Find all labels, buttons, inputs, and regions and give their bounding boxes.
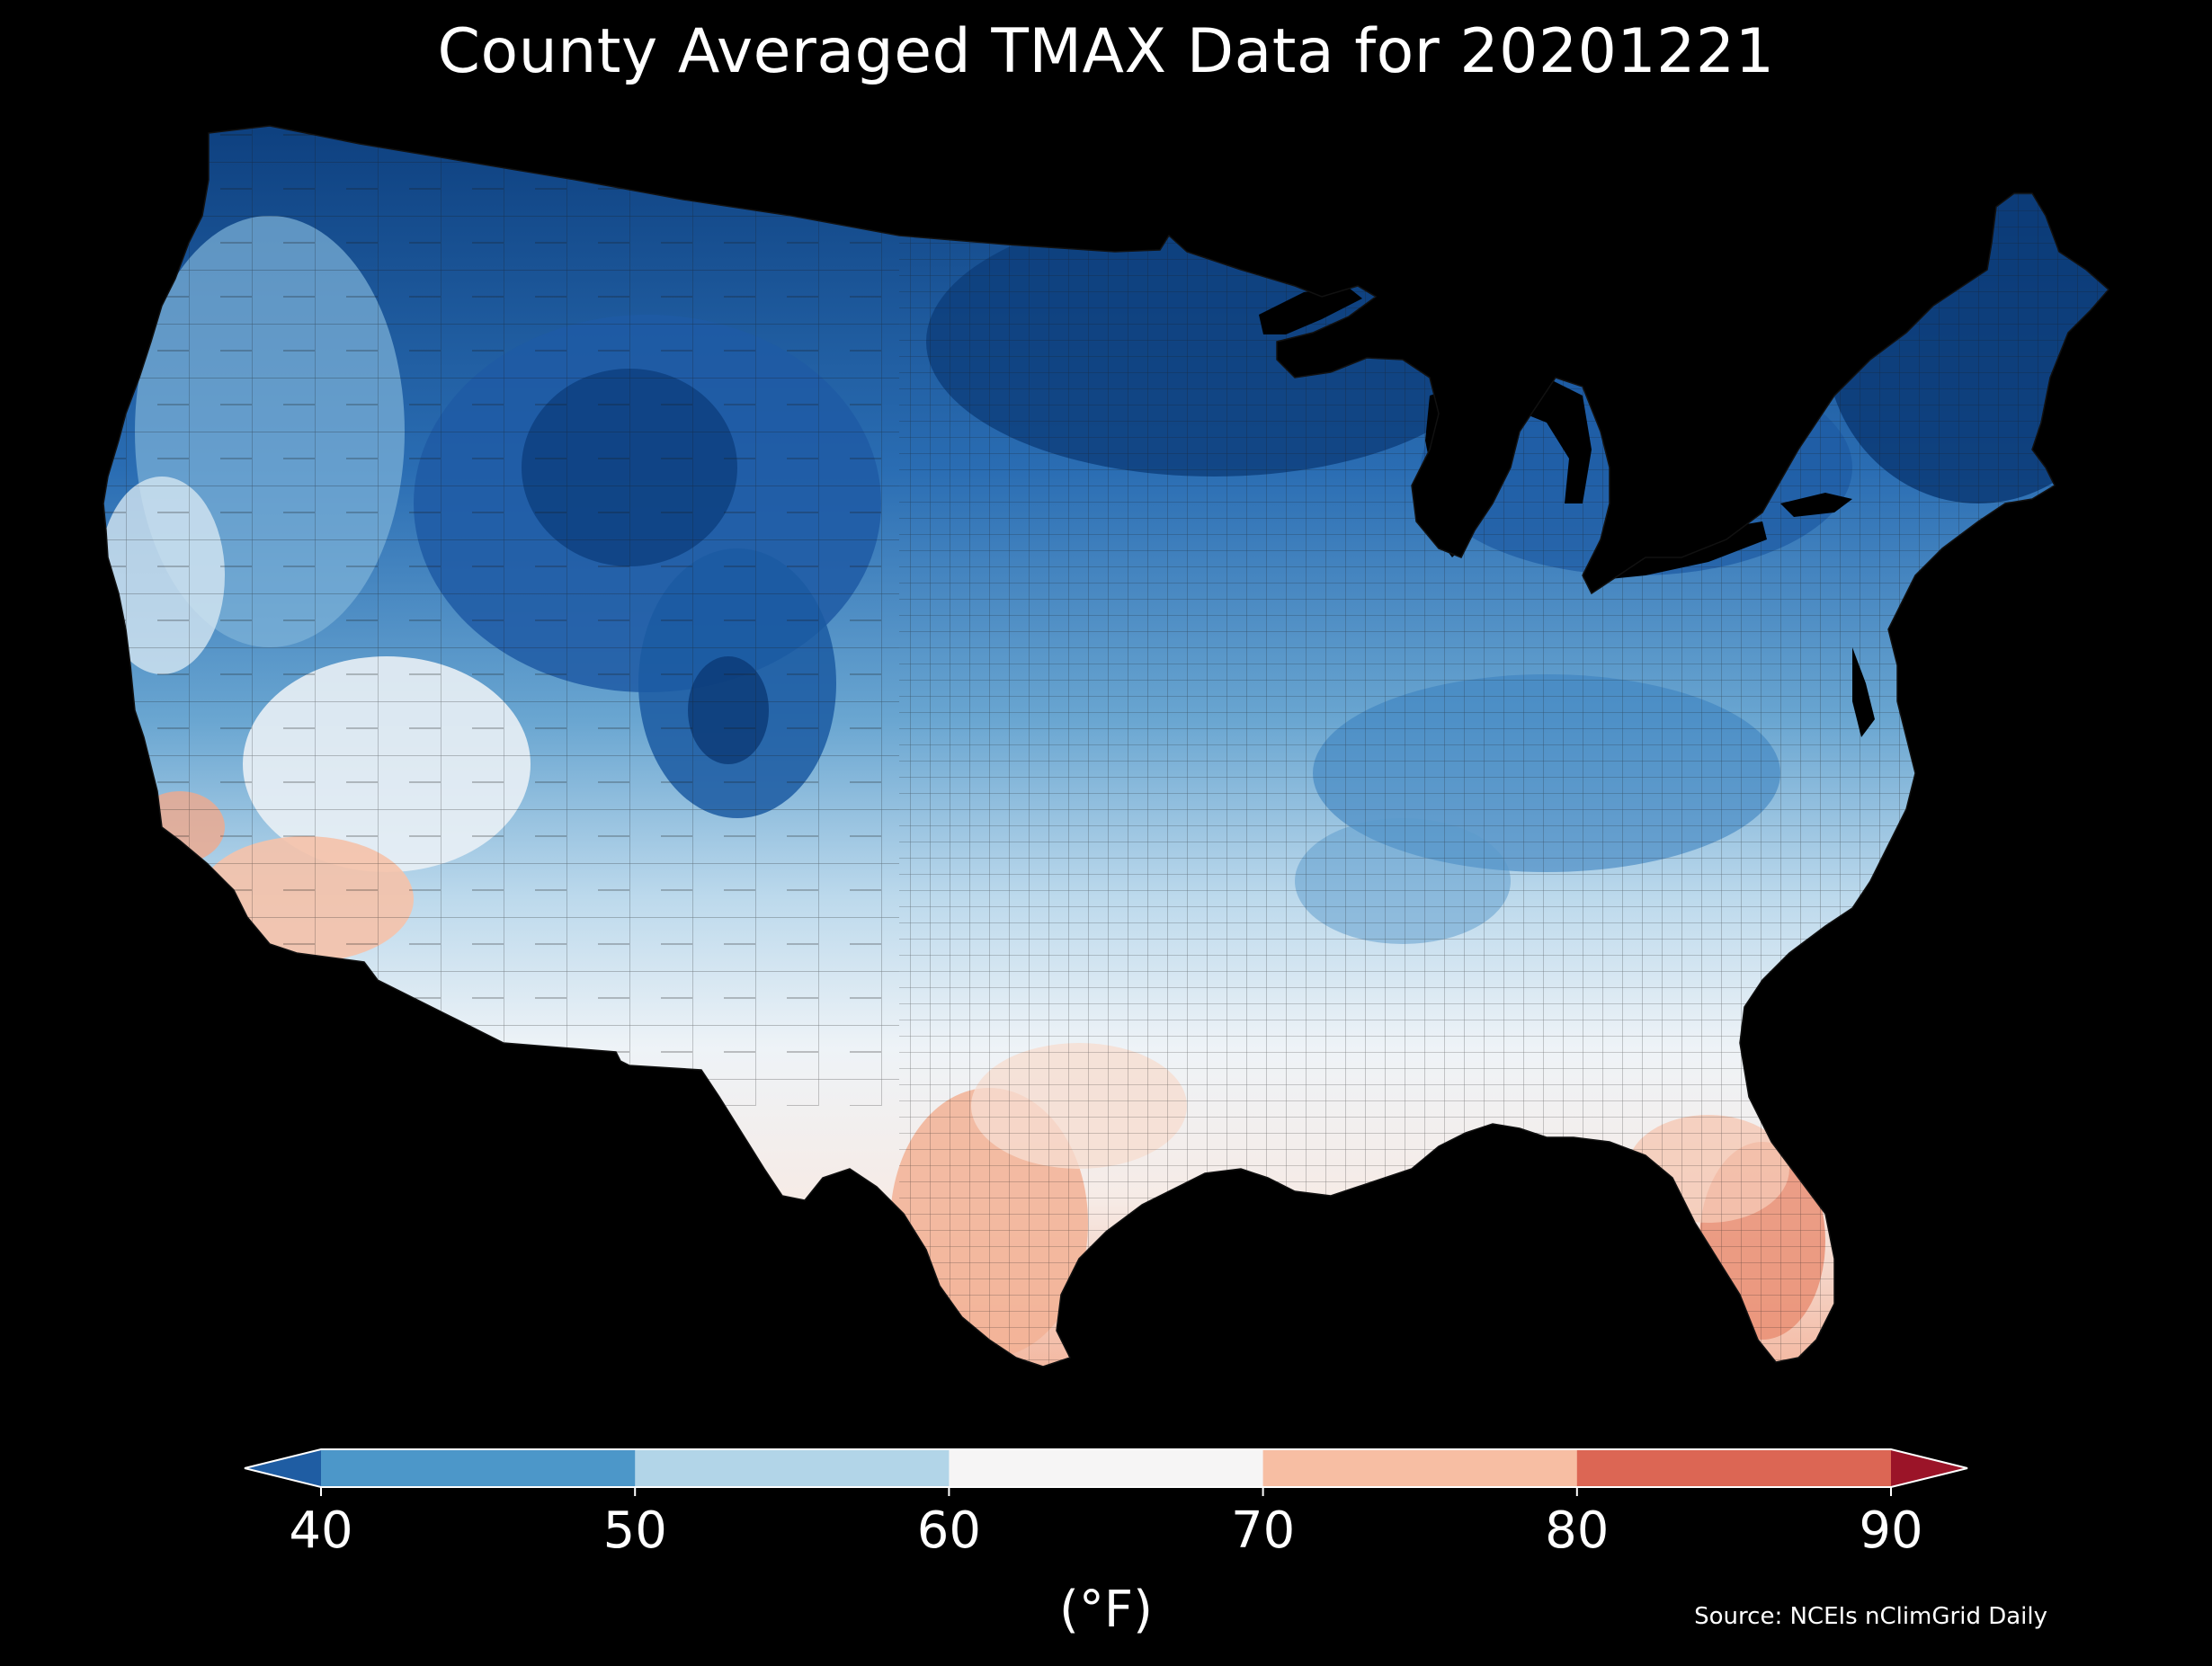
temperature-shading bbox=[103, 126, 2109, 1367]
colorbar-bin bbox=[635, 1449, 950, 1487]
colorbar-bin bbox=[949, 1449, 1264, 1487]
colorbar-bin bbox=[321, 1449, 636, 1487]
colorbar-extend-low bbox=[245, 1449, 321, 1487]
colorbar-tick-label: 80 bbox=[1545, 1501, 1609, 1560]
colorbar-tick-label: 70 bbox=[1231, 1501, 1295, 1560]
colorbar-label: (°F) bbox=[1059, 1581, 1153, 1639]
colorbar-tick-label: 90 bbox=[1859, 1501, 1922, 1560]
colorbar-tick-label: 40 bbox=[289, 1501, 352, 1560]
colorbar-extend-high bbox=[1891, 1449, 1967, 1487]
great-lakes bbox=[1259, 288, 1852, 580]
chesapeake-bay bbox=[1852, 647, 1875, 737]
colorbar-tick-label: 60 bbox=[917, 1501, 981, 1560]
colorbar-bin bbox=[1576, 1449, 1892, 1487]
colorbar: 40 50 60 70 80 90 bbox=[244, 1448, 1968, 1560]
colorbar-bin bbox=[1262, 1449, 1578, 1487]
colorbar-tick-label: 50 bbox=[603, 1501, 667, 1560]
source-note: Source: NCEIs nClimGrid Daily bbox=[1694, 1603, 2047, 1630]
map-title: County Averaged TMAX Data for 20201221 bbox=[437, 16, 1775, 87]
